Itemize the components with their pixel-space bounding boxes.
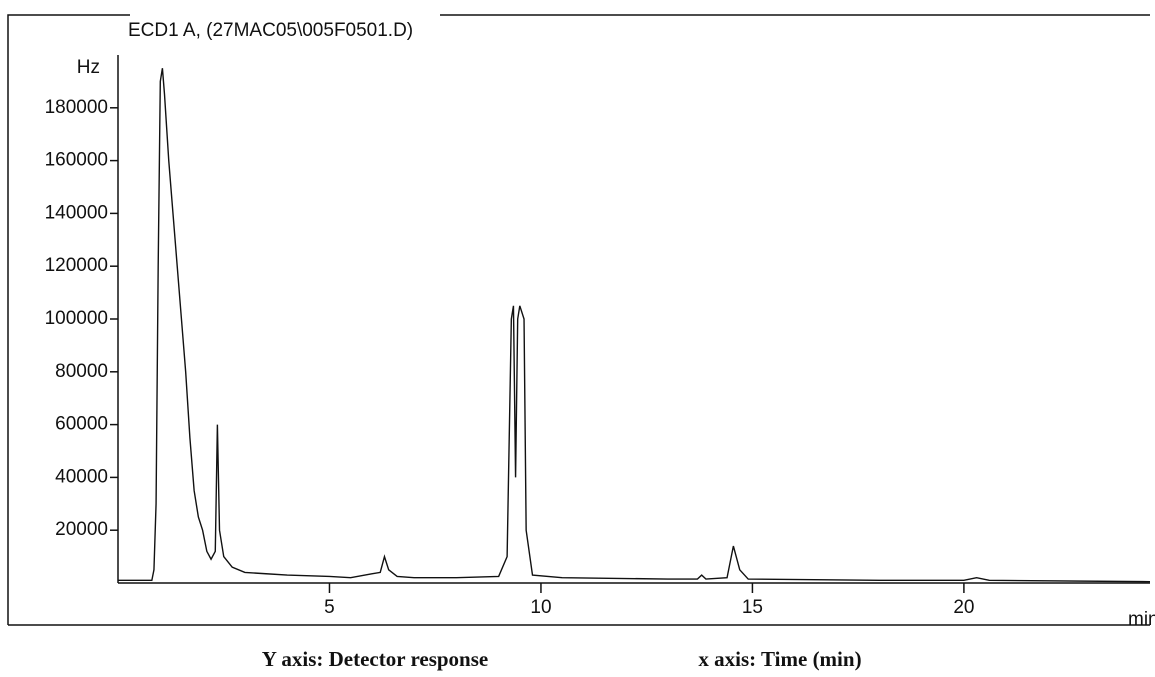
trace <box>118 68 1151 583</box>
y-tick-label: 20000 <box>55 519 108 540</box>
y-tick-label: 40000 <box>55 466 108 487</box>
x-tick-label: 15 <box>742 597 763 618</box>
y-tick-label: 160000 <box>45 150 108 171</box>
y-tick-label: 140000 <box>45 202 108 223</box>
chart-title: ECD1 A, (27MAC05\005F0501.D) <box>128 20 413 41</box>
frame <box>7 14 1150 625</box>
x-axis-label: min <box>1128 609 1155 630</box>
y-tick-label: 80000 <box>55 361 108 382</box>
caption: Y axis: Detector response <box>262 647 488 671</box>
y-axis-label: Hz <box>77 57 100 78</box>
y-tick-label: 100000 <box>45 308 108 329</box>
y-tick-label: 120000 <box>45 255 108 276</box>
y-tick-label: 60000 <box>55 414 108 435</box>
caption: x axis: Time (min) <box>698 647 861 671</box>
x-tick-label: 5 <box>324 597 335 618</box>
x-tick-label: 20 <box>953 597 974 618</box>
x-tick-label: 10 <box>530 597 551 618</box>
y-tick-label: 180000 <box>45 97 108 118</box>
